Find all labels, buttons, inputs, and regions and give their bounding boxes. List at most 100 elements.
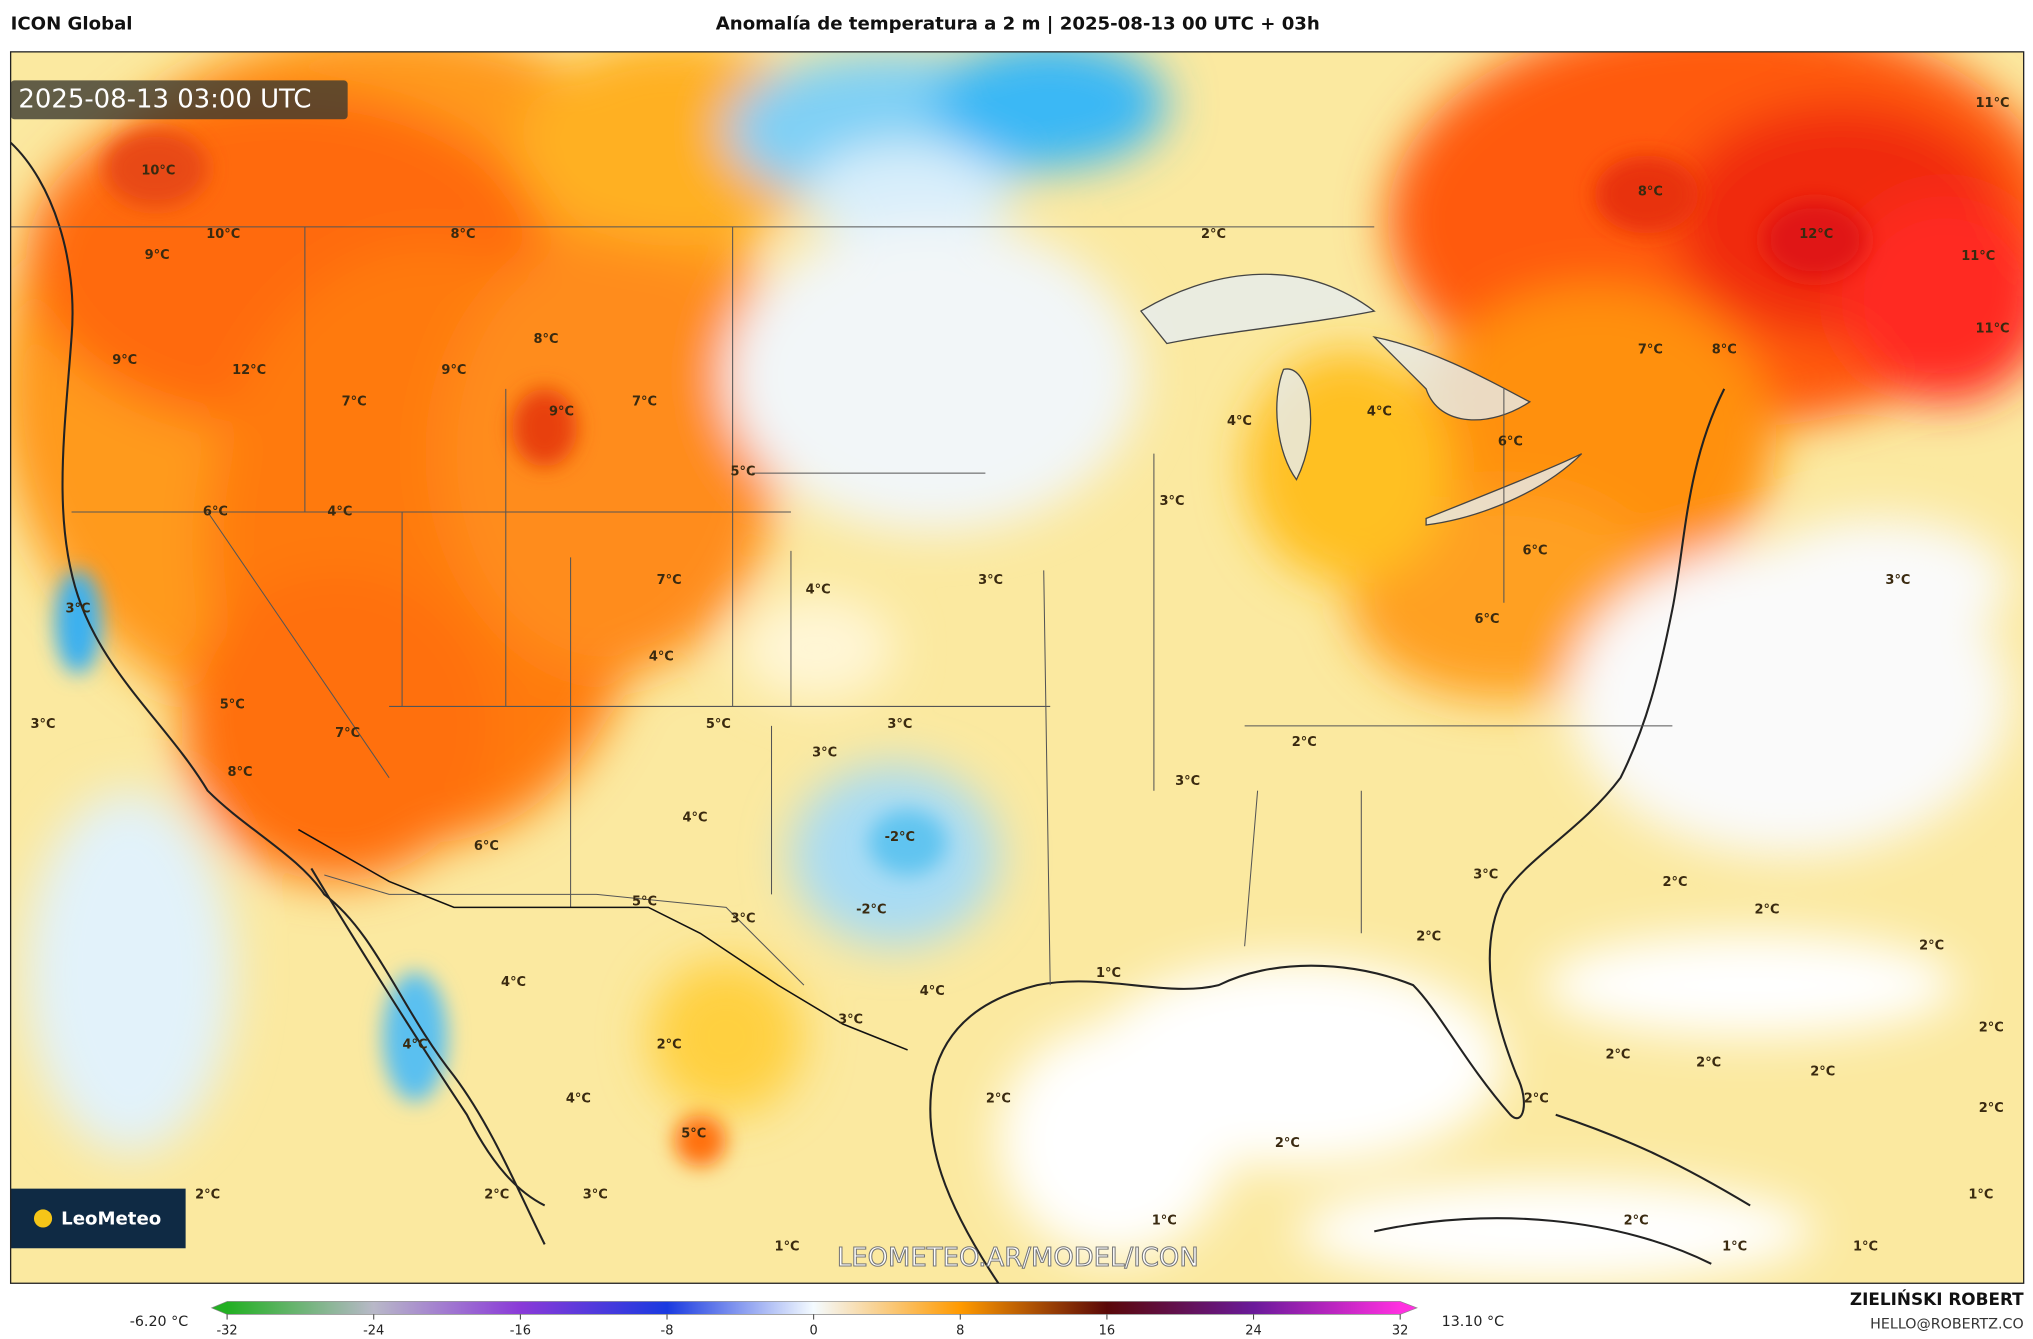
anomaly-area bbox=[1750, 518, 2010, 649]
map-label: 3°C bbox=[730, 912, 755, 927]
map-label: 2°C bbox=[195, 1188, 220, 1203]
anomaly-area bbox=[440, 233, 778, 675]
anomaly-area bbox=[1296, 1179, 1815, 1284]
coastlines bbox=[10, 141, 1751, 1284]
map-label: 3°C bbox=[1885, 573, 1910, 588]
anomaly-area bbox=[181, 570, 493, 882]
colorbar-tick-label: 24 bbox=[1245, 1324, 1261, 1339]
map-label: 3°C bbox=[31, 717, 56, 732]
map-label: 3°C bbox=[838, 1013, 863, 1028]
map-label: 9°C bbox=[145, 248, 170, 263]
state-lines bbox=[10, 226, 1673, 986]
anomaly-area bbox=[26, 790, 234, 1154]
map-label: 3°C bbox=[66, 602, 91, 617]
map-label: 2°C bbox=[1416, 930, 1441, 945]
map-label: 4°C bbox=[1227, 414, 1252, 429]
anomaly-area bbox=[1594, 155, 1699, 234]
map-label: 4°C bbox=[1367, 405, 1392, 420]
map-label: -2°C bbox=[856, 902, 886, 917]
map-label: 11°C bbox=[1976, 322, 2010, 337]
map-label: 2°C bbox=[657, 1037, 682, 1052]
map-label: 8°C bbox=[1638, 184, 1663, 199]
map-label: 11°C bbox=[1961, 249, 1995, 264]
map-label: 2°C bbox=[1979, 1020, 2004, 1035]
email: HELLO@ROBERTZ.CO bbox=[1870, 1317, 2023, 1333]
anomaly-area bbox=[1840, 194, 2024, 402]
map-label: 7°C bbox=[342, 394, 367, 409]
map-label: 4°C bbox=[327, 505, 352, 520]
map-label: 2°C bbox=[1919, 939, 1944, 954]
map-label: 1°C bbox=[1096, 966, 1121, 981]
colorbar-tick-label: 8 bbox=[956, 1324, 964, 1339]
map-label: 10°C bbox=[141, 164, 175, 179]
map-labels: 10°C 10°C 9°C 8°C 9°C 12°C 9°C 8°C 7°C 9°C 7°C 6°C 4… bbox=[31, 96, 2010, 1254]
anomaly-area bbox=[726, 220, 1141, 532]
colorbar-min: -6.20 °C bbox=[130, 1314, 189, 1330]
map-label: 9°C bbox=[112, 353, 137, 368]
lake-huron bbox=[1372, 335, 1532, 421]
timestamp-box bbox=[10, 80, 348, 120]
map-label: 2°C bbox=[1292, 735, 1317, 750]
anomaly-area bbox=[54, 570, 102, 675]
map-label: 2°C bbox=[1810, 1064, 1835, 1079]
lake-michigan bbox=[1276, 368, 1312, 481]
map-label: 8°C bbox=[533, 332, 558, 347]
map-label: 2°C bbox=[1605, 1048, 1630, 1063]
map-label: 1°C bbox=[1152, 1214, 1177, 1229]
map-label: 10°C bbox=[206, 227, 240, 242]
map-label: 7°C bbox=[1638, 342, 1663, 357]
map-label: 5°C bbox=[220, 698, 245, 713]
colorbar-max: 13.10 °C bbox=[1442, 1314, 1504, 1330]
colorbar-tick-label: 32 bbox=[1392, 1324, 1408, 1339]
colorbar-strip bbox=[210, 1301, 1418, 1315]
watermark: LEOMETEO.AR/MODEL/ICON bbox=[837, 1243, 1199, 1273]
map-label: 5°C bbox=[632, 895, 657, 910]
map-label: 6°C bbox=[1475, 612, 1500, 627]
map-label: 4°C bbox=[920, 984, 945, 999]
anomaly-area bbox=[803, 142, 1012, 247]
map-label: 6°C bbox=[203, 505, 228, 520]
anomaly-area bbox=[1542, 933, 1958, 1037]
anomaly-area bbox=[512, 388, 578, 467]
colorbar-tick-label: 0 bbox=[810, 1324, 818, 1339]
anomaly-area bbox=[674, 1114, 727, 1167]
anomaly-area bbox=[1244, 349, 1453, 584]
map-label: 3°C bbox=[1175, 774, 1200, 789]
map-label: 2°C bbox=[484, 1188, 509, 1203]
title: Anomalía de temperatura a 2 m | 2025-08-… bbox=[716, 14, 1320, 35]
timestamp: 2025-08-13 03:00 UTC bbox=[18, 84, 311, 114]
map-label: 5°C bbox=[706, 717, 731, 732]
map-label: 9°C bbox=[441, 363, 466, 378]
map-label: 9°C bbox=[549, 405, 574, 420]
map-label: 8°C bbox=[451, 227, 476, 242]
map-label: 6°C bbox=[474, 839, 499, 854]
map-label: 1°C bbox=[1853, 1239, 1878, 1254]
colorbar-tick-label: -16 bbox=[510, 1324, 531, 1339]
colorbar-tick-label: -32 bbox=[217, 1324, 238, 1339]
lake-superior bbox=[1139, 273, 1376, 345]
map-label: 3°C bbox=[978, 573, 1003, 588]
map-label: 6°C bbox=[1522, 543, 1547, 558]
map-label: 2°C bbox=[1201, 227, 1226, 242]
map-label: 1°C bbox=[1968, 1188, 1993, 1203]
map-label: 4°C bbox=[806, 582, 831, 597]
anomaly-area bbox=[103, 129, 208, 208]
colorbar-tick-label: -24 bbox=[363, 1324, 384, 1339]
map-label: 2°C bbox=[1755, 902, 1780, 917]
us-mexico-border bbox=[298, 828, 908, 1051]
map-label: 12°C bbox=[1799, 227, 1833, 242]
map-label: 3°C bbox=[1473, 867, 1498, 882]
map-label: 3°C bbox=[583, 1188, 608, 1203]
map-label: 2°C bbox=[986, 1092, 1011, 1107]
borders bbox=[10, 226, 1673, 1051]
map-label: 2°C bbox=[1979, 1101, 2004, 1116]
anomaly-detail bbox=[54, 129, 1867, 1167]
anomaly-area bbox=[648, 959, 804, 1115]
map-label: 2°C bbox=[1696, 1055, 1721, 1070]
map-label: 4°C bbox=[403, 1037, 428, 1052]
map-label: 5°C bbox=[681, 1127, 706, 1142]
caribbean bbox=[1374, 1113, 1751, 1265]
colorbar-tick-label: 16 bbox=[1099, 1324, 1115, 1339]
author: ZIELIŃSKI ROBERT bbox=[1850, 1288, 2024, 1309]
map-label: 11°C bbox=[1976, 96, 2010, 111]
